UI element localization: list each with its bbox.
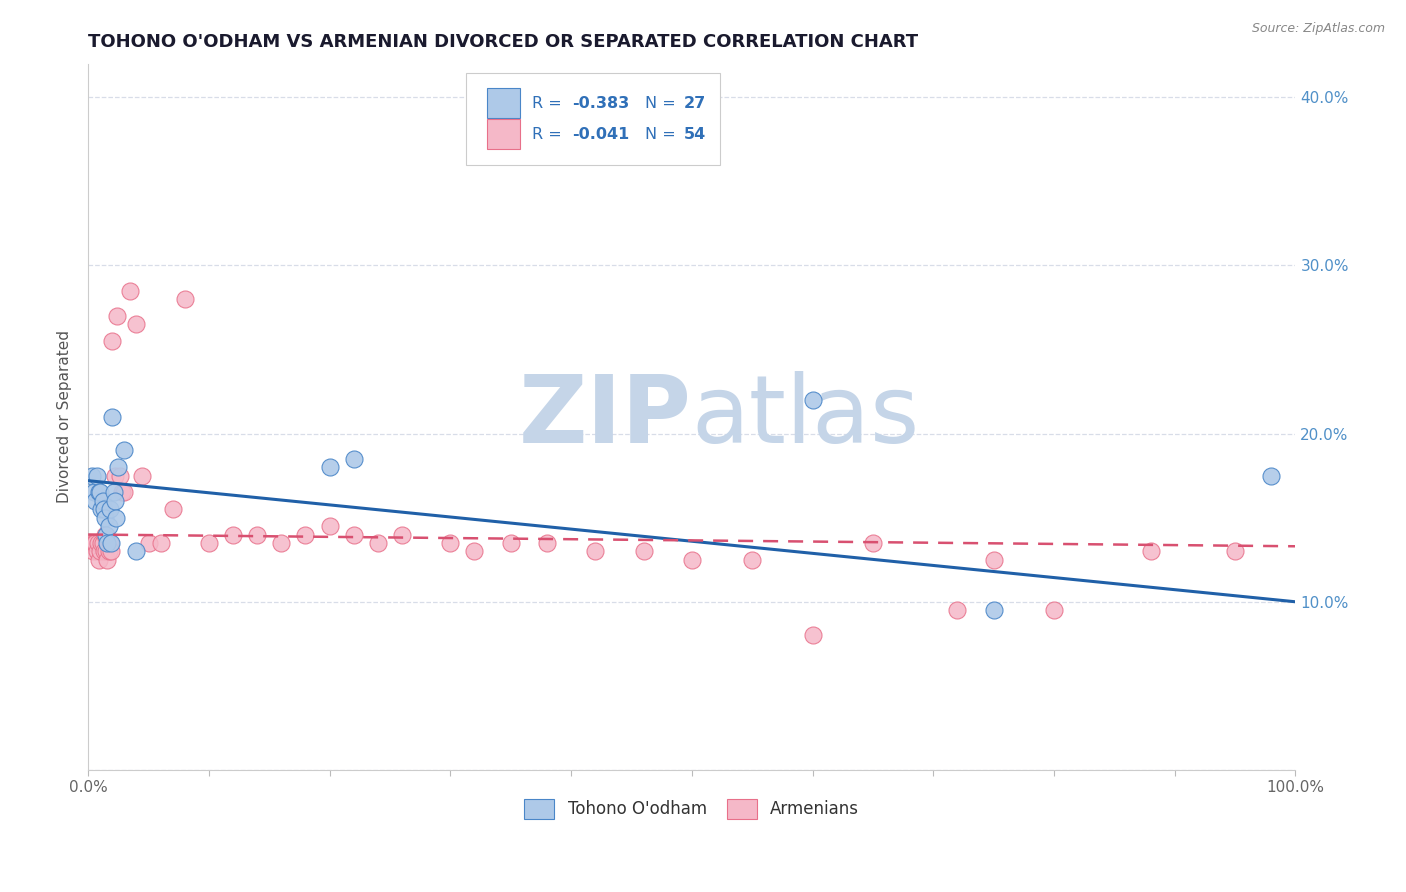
Text: TOHONO O'ODHAM VS ARMENIAN DIVORCED OR SEPARATED CORRELATION CHART: TOHONO O'ODHAM VS ARMENIAN DIVORCED OR S…	[89, 33, 918, 51]
Point	[100, 544, 122, 558]
Point	[101, 334, 124, 348]
Text: -0.383: -0.383	[572, 95, 630, 111]
Point	[138, 536, 160, 550]
Text: 54: 54	[683, 127, 706, 142]
Point	[318, 519, 340, 533]
Point	[98, 536, 121, 550]
Point	[583, 544, 606, 558]
Point	[111, 485, 134, 500]
Point	[149, 536, 172, 550]
Point	[91, 536, 114, 550]
Point	[87, 536, 110, 550]
Text: -0.041: -0.041	[572, 127, 630, 142]
Point	[131, 468, 153, 483]
Point	[681, 553, 703, 567]
Point	[86, 468, 108, 483]
Point	[439, 536, 461, 550]
Point	[112, 485, 135, 500]
Text: N =: N =	[645, 127, 681, 142]
Text: R =: R =	[533, 95, 567, 111]
Point	[84, 494, 107, 508]
Point	[162, 502, 184, 516]
Point	[270, 536, 292, 550]
Point	[173, 292, 195, 306]
Point	[107, 460, 129, 475]
Point	[983, 603, 1005, 617]
Point	[343, 527, 366, 541]
Point	[89, 544, 111, 558]
Point	[98, 502, 121, 516]
Point	[801, 628, 824, 642]
Point	[246, 527, 269, 541]
Point	[108, 468, 131, 483]
Point	[1260, 468, 1282, 483]
Point	[82, 544, 104, 558]
Point	[104, 494, 127, 508]
Point	[94, 510, 117, 524]
Point	[87, 553, 110, 567]
Point	[83, 536, 105, 550]
Point	[294, 527, 316, 541]
Point	[367, 536, 389, 550]
Point	[97, 519, 120, 533]
Y-axis label: Divorced or Separated: Divorced or Separated	[58, 330, 72, 503]
Text: 27: 27	[683, 95, 706, 111]
Point	[100, 536, 122, 550]
Point	[222, 527, 245, 541]
Point	[343, 451, 366, 466]
Point	[86, 544, 108, 558]
Point	[83, 485, 105, 500]
Point	[93, 544, 115, 558]
Point	[862, 536, 884, 550]
Point	[120, 284, 142, 298]
Point	[84, 536, 107, 550]
Point	[96, 536, 118, 550]
Point	[87, 485, 110, 500]
Point	[105, 309, 128, 323]
Point	[198, 536, 221, 550]
Point	[91, 494, 114, 508]
Point	[80, 536, 103, 550]
Point	[741, 553, 763, 567]
Point	[112, 443, 135, 458]
Point	[125, 544, 148, 558]
Point	[318, 460, 340, 475]
Legend: Tohono O'odham, Armenians: Tohono O'odham, Armenians	[517, 793, 866, 825]
Point	[80, 468, 103, 483]
Text: N =: N =	[645, 95, 681, 111]
Point	[103, 485, 125, 500]
Point	[96, 544, 118, 558]
Point	[536, 536, 558, 550]
Point	[1139, 544, 1161, 558]
Point	[104, 510, 127, 524]
FancyBboxPatch shape	[465, 72, 720, 164]
Point	[96, 553, 118, 567]
Point	[94, 527, 117, 541]
Point	[101, 409, 124, 424]
Point	[391, 527, 413, 541]
Point	[96, 527, 118, 541]
Text: Source: ZipAtlas.com: Source: ZipAtlas.com	[1251, 22, 1385, 36]
Point	[801, 392, 824, 407]
Point	[125, 317, 148, 331]
Text: R =: R =	[533, 127, 567, 142]
Point	[90, 502, 112, 516]
FancyBboxPatch shape	[486, 88, 520, 118]
Text: atlas: atlas	[692, 371, 920, 463]
Point	[946, 603, 969, 617]
FancyBboxPatch shape	[486, 120, 520, 149]
Point	[97, 544, 120, 558]
Point	[93, 502, 115, 516]
Point	[1223, 544, 1246, 558]
Point	[499, 536, 522, 550]
Point	[983, 553, 1005, 567]
Point	[104, 468, 127, 483]
Point	[89, 485, 111, 500]
Text: ZIP: ZIP	[519, 371, 692, 463]
Point	[90, 536, 112, 550]
Point	[633, 544, 655, 558]
Point	[1043, 603, 1066, 617]
Point	[463, 544, 485, 558]
